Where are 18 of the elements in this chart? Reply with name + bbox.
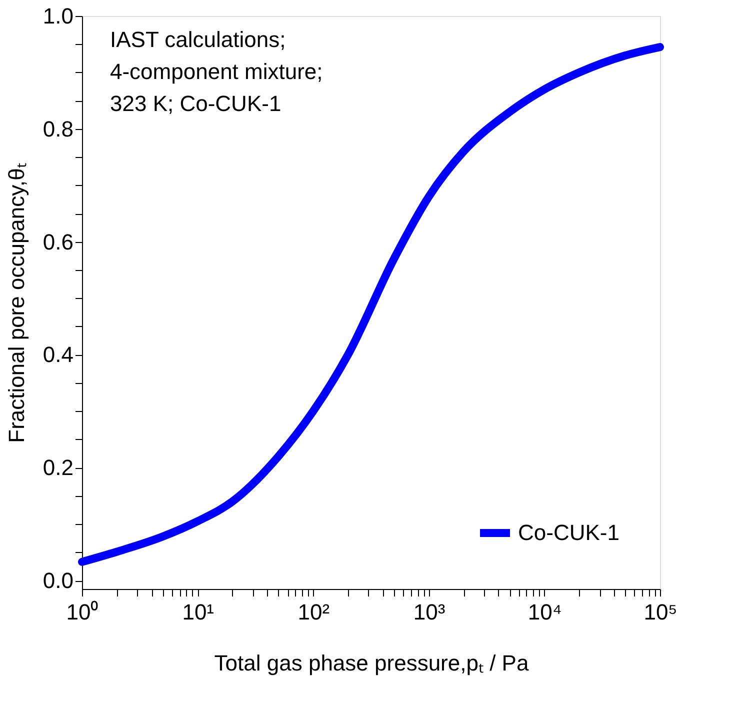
- y-axis-title: Fractional pore occupancy,θₜ: [4, 163, 29, 443]
- legend-label: Co-CUK-1: [518, 520, 620, 545]
- x-tick-label: 10⁴: [528, 600, 562, 624]
- x-tick-label: 10⁰: [66, 600, 99, 624]
- annotation: 4-component mixture;: [110, 59, 323, 84]
- y-tick-label: 0.6: [42, 229, 74, 254]
- y-tick-label: 0.4: [42, 342, 74, 368]
- y-tick-label: 1.0: [42, 4, 74, 28]
- y-tick-label: 0.0: [42, 568, 74, 594]
- y-tick-label: 0.2: [42, 455, 74, 480]
- x-tick-label: 10²: [298, 600, 330, 624]
- x-tick-label: 10⁵: [644, 600, 678, 624]
- x-tick-label: 10³: [413, 600, 446, 624]
- x-axis-title: Total gas phase pressure,pₜ / Pa: [214, 650, 530, 676]
- annotation: IAST calculations;: [110, 27, 286, 52]
- y-tick-label: 0.8: [42, 116, 74, 142]
- x-tick-label: 10¹: [182, 600, 214, 624]
- annotation: 323 K; Co-CUK-1: [110, 91, 282, 116]
